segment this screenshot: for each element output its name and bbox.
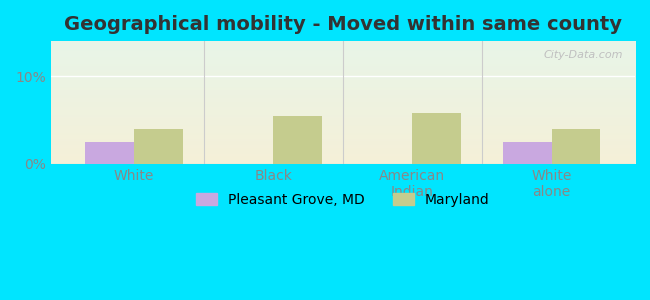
Bar bbox=[273, 116, 322, 164]
Bar bbox=[503, 142, 551, 164]
Bar bbox=[412, 113, 461, 164]
Title: Geographical mobility - Moved within same county: Geographical mobility - Moved within sam… bbox=[64, 15, 622, 34]
Bar bbox=[85, 142, 134, 164]
Text: City-Data.com: City-Data.com bbox=[544, 50, 623, 60]
Legend: Pleasant Grove, MD, Maryland: Pleasant Grove, MD, Maryland bbox=[190, 187, 495, 212]
Bar bbox=[134, 129, 183, 164]
Bar bbox=[551, 129, 600, 164]
